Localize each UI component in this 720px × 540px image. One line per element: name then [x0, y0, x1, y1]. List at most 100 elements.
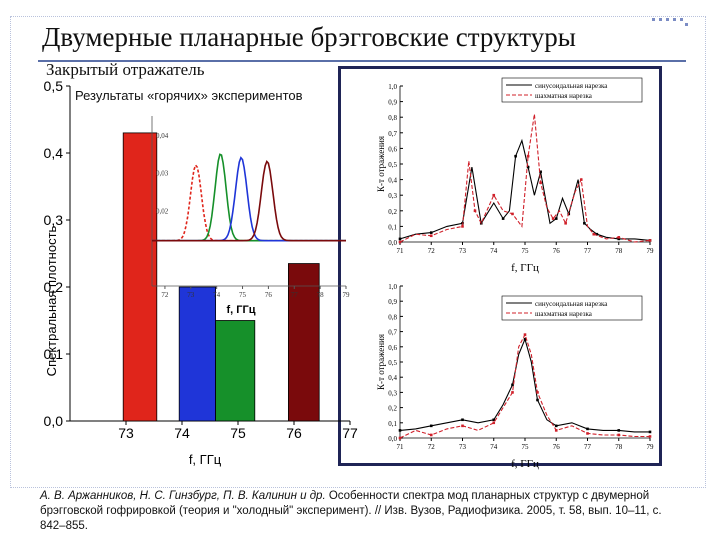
bar	[178, 286, 216, 422]
refl-x-tick-label: 76	[553, 443, 561, 451]
refl-series-line	[399, 138, 651, 241]
inset-y-tick-label: 0,04	[156, 132, 169, 140]
title-rule	[38, 60, 686, 62]
inset-x-tick-label: 72	[161, 291, 169, 299]
refl-x-tick-label: 76	[553, 247, 561, 255]
refl-data-point	[398, 240, 402, 244]
refl-x-tick-label: 73	[459, 443, 467, 451]
refl-series-line	[399, 337, 650, 433]
refl-data-point	[461, 418, 464, 422]
refl-legend-label: шахматная нарезка	[535, 310, 593, 318]
refl-data-point	[473, 209, 477, 213]
refl-y-tick-label: 1,0	[388, 283, 397, 291]
refl-series-line	[399, 114, 651, 243]
refl-y-tick-label: 0,8	[388, 114, 397, 122]
refl-x-tick-label: 72	[428, 247, 436, 255]
refl-data-point	[648, 239, 652, 242]
inset-spectrum-line	[152, 156, 346, 242]
refl-y-tick-label: 0,1	[388, 420, 397, 428]
refl-y-tick-label: 0,1	[388, 223, 397, 231]
refl-x-tick-label: 71	[397, 247, 405, 255]
refl-y-tick-label: 0,5	[388, 161, 397, 169]
refl-data-point	[511, 212, 514, 216]
cold-results-frame	[338, 66, 662, 466]
refl-data-point	[564, 221, 567, 225]
refl-data-point	[398, 436, 402, 440]
bar	[122, 132, 158, 422]
refl-data-point	[539, 181, 542, 185]
inset-spectrum-line	[152, 153, 346, 242]
bar-x-axis-label: f, ГГц	[189, 452, 222, 467]
bar-x-tick-label: 75	[230, 425, 246, 441]
refl-x-tick-label: 73	[459, 247, 467, 255]
refl-y-tick-label: 1,0	[388, 83, 397, 91]
refl-y-tick-label: 0,6	[388, 344, 397, 352]
refl-y-tick-label: 0,0	[388, 435, 397, 443]
refl-y-tick-label: 0,2	[388, 405, 397, 413]
citation-text: Особенности спектра мод планарных структ…	[40, 490, 662, 532]
inset-x-tick-label: 74	[213, 291, 221, 299]
refl-y-tick-label: 0,4	[388, 177, 397, 185]
bar	[287, 263, 320, 422]
bar-x-tick-label: 76	[286, 425, 302, 441]
refl-data-point	[523, 333, 527, 336]
refl-legend-label: шахматная нарезка	[535, 92, 593, 100]
refl-data-point	[551, 217, 555, 220]
refl-x-tick-label: 75	[522, 247, 530, 255]
refl-x-axis-label: f, ГГц	[511, 458, 539, 470]
refl-data-point	[617, 237, 621, 241]
refl-y-tick-label: 0,3	[388, 389, 397, 397]
refl-y-tick-label: 0,5	[388, 359, 397, 367]
inset-x-tick-label: 73	[187, 291, 195, 299]
bar-y-tick-label: 0,4	[44, 145, 64, 161]
refl-x-tick-label: 77	[584, 247, 592, 255]
refl-data-point	[617, 433, 621, 437]
refl-y-tick-label: 0,3	[388, 192, 397, 200]
refl-data-point	[648, 435, 652, 438]
refl-data-point	[492, 418, 496, 422]
inset-spectrum-line	[152, 159, 346, 242]
refl-y-tick-label: 0,2	[388, 208, 397, 216]
corner-decoration	[652, 18, 688, 26]
refl-legend-box	[501, 77, 643, 103]
refl-x-tick-label: 79	[647, 443, 655, 451]
refl-x-tick-label: 79	[647, 247, 655, 255]
bar	[215, 320, 256, 422]
bar-y-tick-label: 0,3	[44, 212, 64, 228]
inset-spectrum-line	[152, 163, 346, 242]
refl-legend-box	[501, 295, 643, 321]
refl-x-tick-label: 78	[615, 247, 623, 255]
refl-x-axis-label: f, ГГц	[511, 262, 539, 274]
hot-inset-chart: 0,02 0,03 0,04 72 73 74 75 76 77 78 79 f, ГГц	[151, 116, 351, 316]
inset-y-tick-label: 0,02	[156, 207, 169, 215]
refl-data-point	[523, 337, 527, 341]
refl-y-tick-label: 0,9	[388, 298, 397, 306]
refl-data-point	[586, 432, 589, 435]
refl-data-point	[583, 221, 586, 225]
refl-data-point	[479, 221, 483, 225]
inset-x-tick-label: 79	[343, 291, 351, 299]
inset-x-axis-label: f, ГГц	[226, 304, 255, 316]
refl-data-point	[617, 236, 621, 239]
inset-x-tick-label: 78	[317, 291, 325, 299]
refl-y-axis-label: К-т отражения	[376, 334, 386, 390]
refl-data-point	[595, 232, 599, 236]
refl-y-tick-label: 0,4	[388, 374, 397, 382]
refl-data-point	[514, 154, 517, 158]
refl-data-point	[398, 237, 402, 241]
slide-subtitle: Закрытый отражатель	[46, 60, 205, 79]
hot-experiments-chart: Результаты «горячих» экспериментов 0,0 0,1…	[44, 78, 358, 467]
refl-y-tick-label: 0,9	[388, 99, 397, 107]
bar-x-tick-label: 77	[342, 425, 358, 441]
refl-data-point	[429, 424, 433, 428]
refl-y-tick-label: 0,7	[388, 130, 397, 138]
refl-data-point	[429, 234, 433, 238]
refl-data-point	[429, 231, 433, 234]
refl-data-point	[461, 424, 464, 428]
refl-data-point	[648, 430, 652, 434]
refl-y-tick-label: 0,7	[388, 329, 397, 337]
bar-y-tick-label: 0,5	[44, 78, 64, 94]
slide-title: Двумерные планарные брэгговские структур…	[42, 22, 576, 52]
refl-data-point	[536, 398, 539, 402]
bar-y-tick-label: 0,2	[44, 279, 64, 295]
